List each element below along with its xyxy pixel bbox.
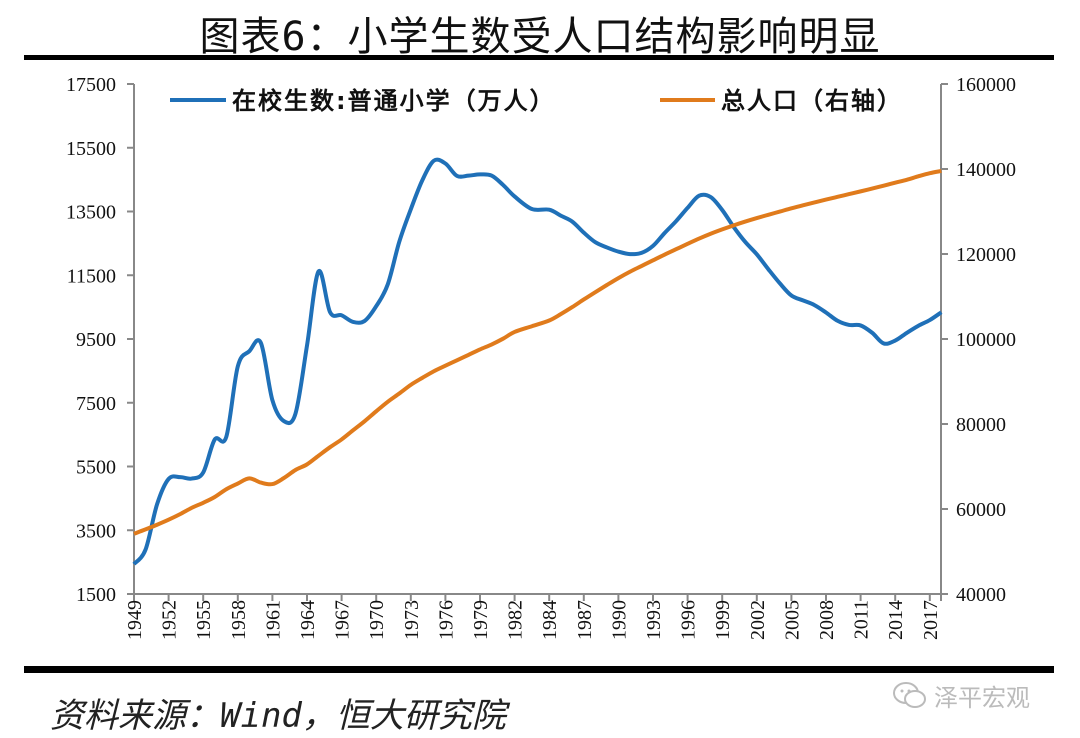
- wechat-icon: [893, 681, 926, 708]
- x-tick-label: 1958: [228, 600, 250, 640]
- x-tick-label: 1964: [297, 600, 319, 640]
- watermark: 泽平宏观: [892, 678, 1030, 713]
- left-tick-label: 11500: [67, 265, 116, 287]
- left-tick-label: 3500: [76, 520, 116, 542]
- series-line-population: [133, 168, 942, 536]
- x-tick-label: 1967: [332, 600, 354, 640]
- source-note: 资料来源：Wind，恒大研究院: [50, 696, 506, 736]
- left-tick-label: 7500: [76, 393, 116, 415]
- x-tick-label: 2005: [781, 600, 803, 640]
- x-tick-label: 1961: [262, 600, 284, 640]
- x-tick-label: 1970: [366, 600, 388, 640]
- x-tick-label: 1990: [608, 600, 630, 640]
- left-tick-label: 13500: [66, 202, 116, 224]
- top-rule: [24, 55, 1054, 60]
- x-tick-label: 1952: [159, 600, 181, 640]
- watermark-text: 泽平宏观: [934, 684, 1030, 712]
- left-tick-label: 9500: [76, 329, 116, 351]
- x-tick-label: 2011: [851, 600, 873, 639]
- x-tick-label: 1984: [539, 600, 561, 640]
- legend-label-students: 在校生数:普通小学（万人）: [232, 87, 556, 115]
- bottom-rule: [24, 666, 1054, 673]
- x-tick-label: 2008: [816, 600, 838, 640]
- right-tick-label: 40000: [956, 584, 1006, 606]
- right-tick-label: 100000: [956, 329, 1016, 351]
- x-tick-label: 2014: [885, 600, 907, 640]
- right-tick-label: 120000: [956, 244, 1016, 266]
- right-tick-label: 140000: [956, 159, 1016, 181]
- x-tick-label: 1996: [678, 600, 700, 640]
- x-tick-label: 1955: [193, 600, 215, 640]
- x-tick-label: 1949: [124, 600, 146, 640]
- x-tick-label: 2017: [920, 600, 942, 640]
- left-tick-label: 5500: [76, 457, 116, 479]
- x-tick-label: 1993: [643, 600, 665, 640]
- left-tick-label: 15500: [66, 138, 116, 160]
- legend: 在校生数:普通小学（万人） 总人口（右轴）: [170, 87, 903, 115]
- left-tick-label: 17500: [66, 74, 116, 96]
- x-tick-label: 1999: [712, 600, 734, 640]
- legend-label-population: 总人口（右轴）: [721, 87, 903, 115]
- x-tick-label: 1982: [505, 600, 527, 640]
- left-tick-label: 1500: [76, 584, 116, 606]
- right-tick-label: 80000: [956, 414, 1006, 436]
- x-tick-label: 1976: [435, 600, 457, 640]
- chart-title: 图表6：小学生数受人口结构影响明显: [199, 14, 881, 60]
- x-tick-label: 1973: [401, 600, 423, 640]
- x-tick-label: 1987: [574, 600, 596, 640]
- right-tick-label: 60000: [956, 499, 1006, 521]
- x-tick-label: 1979: [470, 600, 492, 640]
- right-tick-label: 160000: [956, 74, 1016, 96]
- x-tick-label: 2002: [747, 600, 769, 640]
- series-line-students: [132, 157, 943, 566]
